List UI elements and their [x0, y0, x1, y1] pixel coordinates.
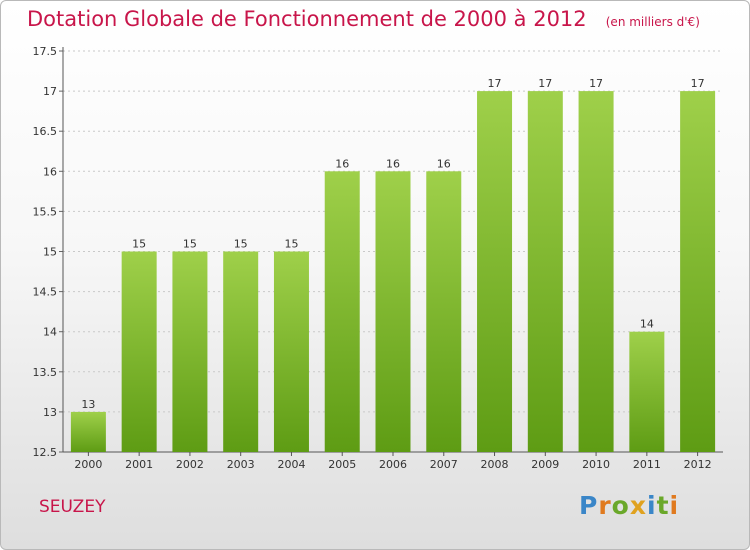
x-tick-label: 2006 [379, 458, 407, 471]
x-tick-label: 2003 [227, 458, 255, 471]
bar [324, 171, 360, 453]
y-tick-label: 16 [43, 165, 57, 178]
bar [527, 91, 563, 452]
bar-value-label: 17 [538, 77, 552, 90]
y-tick-label: 13 [43, 406, 57, 419]
x-tick-label: 2000 [74, 458, 102, 471]
x-tick-label: 2001 [125, 458, 153, 471]
bar-value-label: 16 [386, 157, 400, 170]
bar [375, 171, 411, 453]
y-tick-label: 15 [43, 246, 57, 259]
logo-letter: x [629, 491, 647, 520]
logo-letter: r [598, 491, 612, 520]
x-tick-label: 2002 [176, 458, 204, 471]
y-tick-label: 15.5 [33, 205, 58, 218]
commune-name: SEUZEY [39, 497, 106, 517]
bar-value-label: 17 [488, 77, 502, 90]
bar-value-label: 16 [335, 157, 349, 170]
chart-title-text: Dotation Globale de Fonctionnement de 20… [27, 7, 587, 31]
x-tick-label: 2007 [430, 458, 458, 471]
y-tick-label: 17 [43, 85, 57, 98]
proxiti-logo[interactable]: Proxiti [579, 491, 679, 520]
bar-value-label: 15 [284, 238, 298, 251]
bar [121, 251, 157, 452]
bar [273, 251, 309, 452]
bar-value-label: 15 [132, 238, 146, 251]
y-tick-label: 17.5 [33, 45, 58, 58]
x-tick-label: 2005 [328, 458, 356, 471]
y-tick-label: 13.5 [33, 366, 58, 379]
x-tick-label: 2008 [481, 458, 509, 471]
bar-value-label: 17 [691, 77, 705, 90]
bar-value-label: 14 [640, 318, 654, 331]
logo-letter: i [669, 491, 680, 520]
logo-letter: t [656, 491, 670, 520]
bar [477, 91, 513, 452]
x-tick-label: 2012 [684, 458, 712, 471]
bar-value-label: 16 [437, 157, 451, 170]
y-tick-label: 12.5 [33, 446, 58, 459]
bar-value-label: 15 [183, 238, 197, 251]
bar [578, 91, 614, 452]
bar [680, 91, 716, 452]
x-tick-label: 2009 [531, 458, 559, 471]
y-tick-label: 16.5 [33, 125, 58, 138]
bar-value-label: 15 [234, 238, 248, 251]
bar-value-label: 13 [81, 398, 95, 411]
bar [70, 411, 106, 452]
y-tick-label: 14 [43, 326, 57, 339]
x-tick-label: 2010 [582, 458, 610, 471]
y-tick-label: 14.5 [33, 286, 58, 299]
logo-letter: P [579, 491, 599, 520]
x-tick-label: 2011 [633, 458, 661, 471]
chart-title: Dotation Globale de Fonctionnement de 20… [27, 7, 700, 31]
x-tick-label: 2004 [277, 458, 305, 471]
bar [426, 171, 462, 453]
bar [172, 251, 208, 452]
bar-value-label: 17 [589, 77, 603, 90]
logo-letter: i [647, 491, 657, 520]
bar [223, 251, 259, 452]
logo-letter: o [611, 491, 630, 520]
bar [629, 331, 665, 452]
chart-unit: (en milliers d'€) [605, 15, 700, 29]
